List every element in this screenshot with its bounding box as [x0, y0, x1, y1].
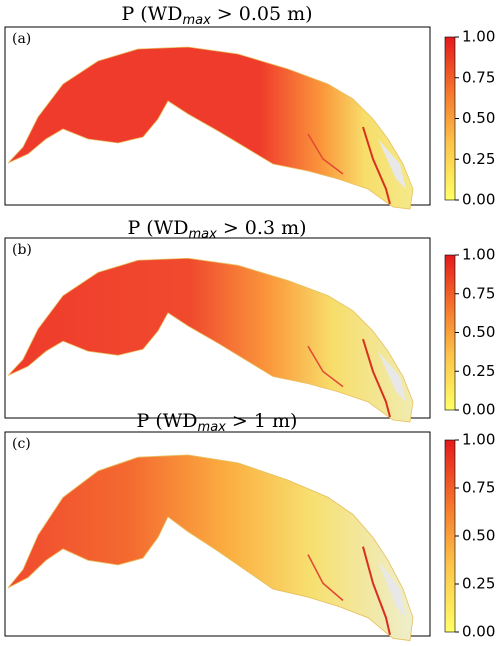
- road: [307, 345, 344, 388]
- colorbar-tick-label: 0.50: [462, 109, 495, 127]
- map-panel: P (WDmax > 0.3 m)(b)0.000.250.500.751.00: [4, 217, 495, 423]
- title-prefix: P (WD: [137, 410, 198, 432]
- road: [362, 546, 391, 636]
- colorbar-tick-label: 1.00: [462, 28, 495, 46]
- flood-area: [7, 454, 414, 642]
- panel-title: P (WDmax > 1 m): [137, 410, 298, 435]
- panel-label: (c): [12, 436, 31, 452]
- map-panel: P (WDmax > 0.05 m) (a) 0.00 0.25 0.50 0.75 1.0…: [4, 3, 495, 210]
- dry-patch: [378, 560, 406, 618]
- title-suffix: > 1 m): [226, 410, 298, 432]
- panel-label: (a): [12, 31, 31, 47]
- colorbar-tick-label: 1.00: [462, 246, 495, 264]
- title-suffix: > 0.05 m): [211, 3, 313, 25]
- panel-title: P (WDmax > 0.05 m): [121, 3, 312, 28]
- road: [362, 338, 391, 418]
- panel-label: (b): [12, 242, 32, 258]
- flood-area: [7, 46, 414, 210]
- flood-map: [7, 46, 414, 210]
- title-subscript: max: [198, 420, 227, 435]
- title-prefix: P (WD: [127, 217, 188, 239]
- colorbar: [444, 254, 456, 411]
- colorbar-tick-label: 0.75: [462, 479, 495, 497]
- flood-map: [7, 454, 414, 642]
- title-prefix: P (WD: [121, 3, 182, 25]
- dry-patch: [378, 351, 406, 402]
- road: [307, 133, 344, 175]
- colorbar-tick-label: 0.00: [462, 623, 495, 641]
- dry-patch: [378, 139, 406, 189]
- colorbar-tick-label: 0.00: [462, 191, 495, 209]
- colorbar: [444, 439, 456, 633]
- title-subscript: max: [182, 13, 211, 28]
- colorbar-tick-label: 1.00: [462, 431, 495, 449]
- colorbar-tick-label: 0.00: [462, 401, 495, 419]
- colorbar-tick-label: 0.50: [462, 527, 495, 545]
- colorbar-tick-label: 0.25: [462, 575, 495, 593]
- title-suffix: > 0.3 m): [217, 217, 307, 239]
- colorbar-tick-label: 0.75: [462, 284, 495, 302]
- road: [307, 554, 344, 602]
- colorbar-tick-label: 0.50: [462, 323, 495, 341]
- colorbar-tick-label: 0.75: [462, 68, 495, 86]
- road: [362, 126, 391, 205]
- flood-map: [7, 257, 414, 423]
- colorbar: [444, 36, 456, 201]
- flood-area: [7, 257, 414, 423]
- colorbar-tick-label: 0.25: [462, 362, 495, 380]
- map-panel: P (WDmax > 1 m) (c) 0.00 0.25 0.50 0.75 1.00: [4, 410, 495, 642]
- colorbar-tick-label: 0.25: [462, 150, 495, 168]
